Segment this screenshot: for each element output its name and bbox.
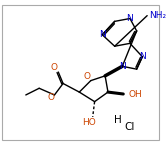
Text: N: N — [119, 62, 126, 71]
Text: Cl: Cl — [125, 122, 135, 132]
Text: NH₂: NH₂ — [149, 11, 166, 20]
Text: O: O — [83, 72, 90, 81]
Text: N: N — [139, 52, 146, 61]
Text: HO: HO — [82, 118, 96, 127]
Text: OH: OH — [128, 89, 142, 98]
Text: N: N — [127, 14, 133, 23]
Text: H: H — [114, 115, 121, 125]
Text: O: O — [47, 93, 54, 102]
Text: O: O — [51, 63, 58, 72]
Text: N: N — [99, 30, 106, 39]
